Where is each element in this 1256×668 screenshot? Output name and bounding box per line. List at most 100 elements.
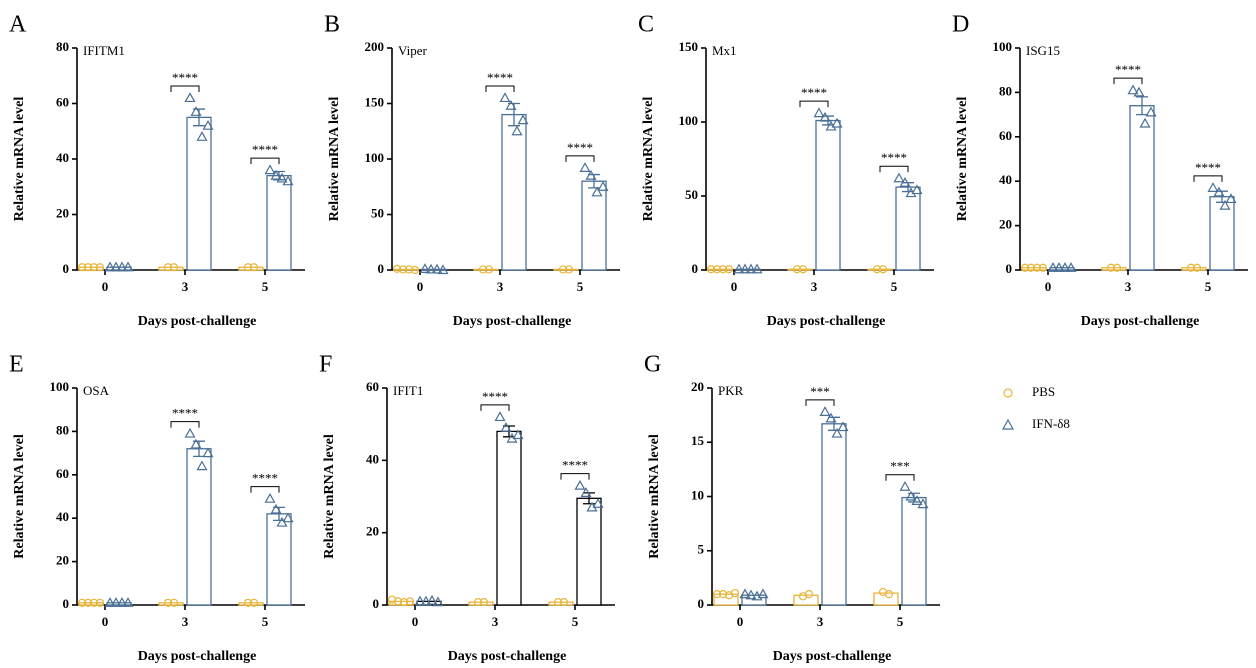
point [597, 181, 609, 191]
bar [1129, 105, 1155, 271]
significance-bracket [879, 165, 909, 173]
point [425, 263, 437, 274]
gene-label: Mx1 [712, 43, 737, 58]
x-axis-label: Days post-challenge [1081, 314, 1200, 329]
x-tick-label: 0 [417, 279, 424, 294]
point [911, 495, 923, 505]
bar [266, 174, 292, 271]
point [249, 598, 259, 607]
x-tick-label: 3 [1125, 279, 1132, 294]
point [116, 597, 128, 607]
point [494, 411, 506, 422]
y-tick-label: 80 [56, 39, 69, 54]
point [825, 412, 837, 423]
y-tick-label: 80 [56, 422, 69, 437]
y-tick-label: 15 [691, 433, 705, 448]
x-tick-label: 0 [1045, 279, 1052, 294]
bar [501, 113, 527, 271]
point [837, 421, 849, 432]
point [414, 595, 426, 606]
significance-label: **** [487, 70, 513, 85]
y-tick-label: 100 [365, 150, 385, 165]
point [282, 175, 294, 186]
gene-label: IFIT1 [393, 383, 423, 398]
point [804, 590, 814, 599]
bar [895, 186, 921, 271]
y-tick-label: 20 [999, 217, 1012, 232]
x-tick-label: 5 [262, 279, 269, 294]
point [163, 598, 173, 607]
point [585, 169, 597, 180]
panel-letter: E [9, 352, 24, 378]
point [1186, 263, 1196, 272]
x-tick-label: 5 [891, 279, 898, 294]
x-axis-label: Days post-challenge [453, 314, 572, 329]
point [196, 460, 208, 471]
y-tick-label: 40 [56, 509, 69, 524]
point [1139, 117, 1151, 128]
significance-bracket [485, 85, 515, 92]
point [104, 261, 116, 272]
point [580, 487, 592, 497]
y-tick-label: 20 [691, 379, 704, 394]
gene-label: PKR [718, 383, 744, 398]
y-tick-label: 0 [698, 596, 705, 611]
y-tick-label: 10 [691, 487, 704, 502]
point [1133, 86, 1145, 97]
point [733, 263, 745, 274]
point [712, 590, 722, 599]
point [1059, 262, 1071, 272]
bar [821, 423, 847, 606]
significance-bracket [1193, 175, 1223, 182]
x-axis-label: Days post-challenge [138, 314, 257, 329]
panel-letter: B [324, 12, 340, 38]
point [419, 263, 431, 273]
significance-label: **** [252, 471, 278, 486]
significance-bracket [885, 474, 915, 481]
point [77, 598, 87, 607]
significance-bracket [170, 85, 200, 92]
gene-label: IFITM1 [83, 43, 125, 58]
significance-label: *** [890, 459, 910, 474]
panel-letter: F [319, 352, 332, 378]
point [745, 589, 757, 600]
point [83, 263, 93, 272]
point [1225, 193, 1237, 204]
significance-label: **** [172, 70, 198, 85]
y-axis-label: Relative mRNA level [647, 434, 662, 559]
point [116, 261, 128, 272]
x-tick-label: 3 [817, 614, 824, 629]
point [479, 598, 489, 607]
point [517, 114, 529, 125]
significance-bracket [560, 473, 590, 480]
significance-label: **** [801, 85, 827, 100]
x-tick-label: 3 [497, 279, 504, 294]
y-tick-label: 40 [366, 451, 379, 466]
point [1219, 199, 1231, 210]
point [270, 503, 282, 514]
point [500, 422, 512, 432]
point [739, 588, 751, 599]
significance-label: **** [172, 406, 198, 421]
point [831, 117, 843, 128]
x-tick-label: 3 [182, 279, 189, 294]
point [718, 265, 728, 274]
significance-label: **** [562, 458, 588, 473]
y-axis-label: Relative mRNA level [955, 97, 970, 222]
significance-label: *** [810, 384, 830, 399]
y-axis-label: Relative mRNA level [12, 434, 27, 559]
panel-letter: D [952, 12, 969, 38]
point [484, 265, 494, 274]
point [706, 265, 716, 274]
point [169, 598, 179, 607]
point [819, 111, 831, 122]
significance-label: **** [252, 142, 278, 157]
x-tick-label: 5 [1205, 279, 1212, 294]
point [77, 263, 87, 272]
y-tick-label: 100 [50, 379, 70, 394]
point [1127, 84, 1139, 95]
gene-label: Viper [398, 43, 427, 58]
x-tick-label: 5 [572, 614, 579, 629]
bar [186, 448, 212, 606]
